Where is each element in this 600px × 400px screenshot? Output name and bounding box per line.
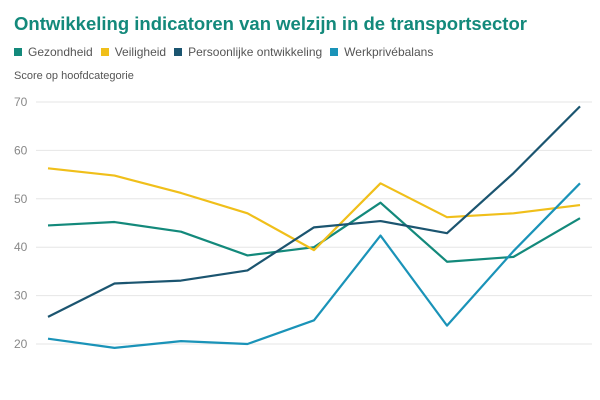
legend-item-gezondheid[interactable]: Gezondheid	[14, 45, 93, 59]
legend-swatch	[174, 48, 183, 56]
legend-item-persoonlijke-ontwikkeling[interactable]: Persoonlijke ontwikkeling	[174, 45, 322, 59]
legend-label: Werkprivébalans	[344, 45, 434, 59]
y-tick-label: 20	[14, 337, 28, 351]
legend-swatch	[330, 48, 339, 56]
legend-label: Veiligheid	[114, 45, 167, 59]
legend-swatch	[14, 48, 22, 56]
chart-title: Ontwikkeling indicatoren van welzijn in …	[14, 13, 527, 34]
legend-item-werkprivebalans[interactable]: Werkprivébalans	[330, 45, 433, 59]
y-tick-label: 60	[14, 143, 28, 157]
y-tick-label: 50	[14, 192, 28, 206]
series-line-veiligheid[interactable]	[47, 167, 581, 252]
legend-label: Gezondheid	[28, 45, 93, 59]
legend-label: Persoonlijke ontwikkeling	[188, 45, 323, 59]
series-line-persoonlijke-ontwikkeling[interactable]	[47, 105, 581, 318]
series-line-werkpriv-balans[interactable]	[47, 182, 581, 349]
legend-item-veiligheid[interactable]: Veiligheid	[100, 45, 167, 59]
legend: Gezondheid Veiligheid Persoonlijke ontwi…	[14, 45, 433, 59]
y-tick-label: 40	[14, 240, 28, 254]
series-line-gezondheid[interactable]	[47, 201, 581, 263]
y-axis-label: Score op hoofdcategorie	[14, 70, 134, 82]
y-tick-label: 30	[14, 289, 28, 303]
legend-swatch	[100, 48, 109, 56]
y-tick-label: 70	[14, 95, 28, 109]
